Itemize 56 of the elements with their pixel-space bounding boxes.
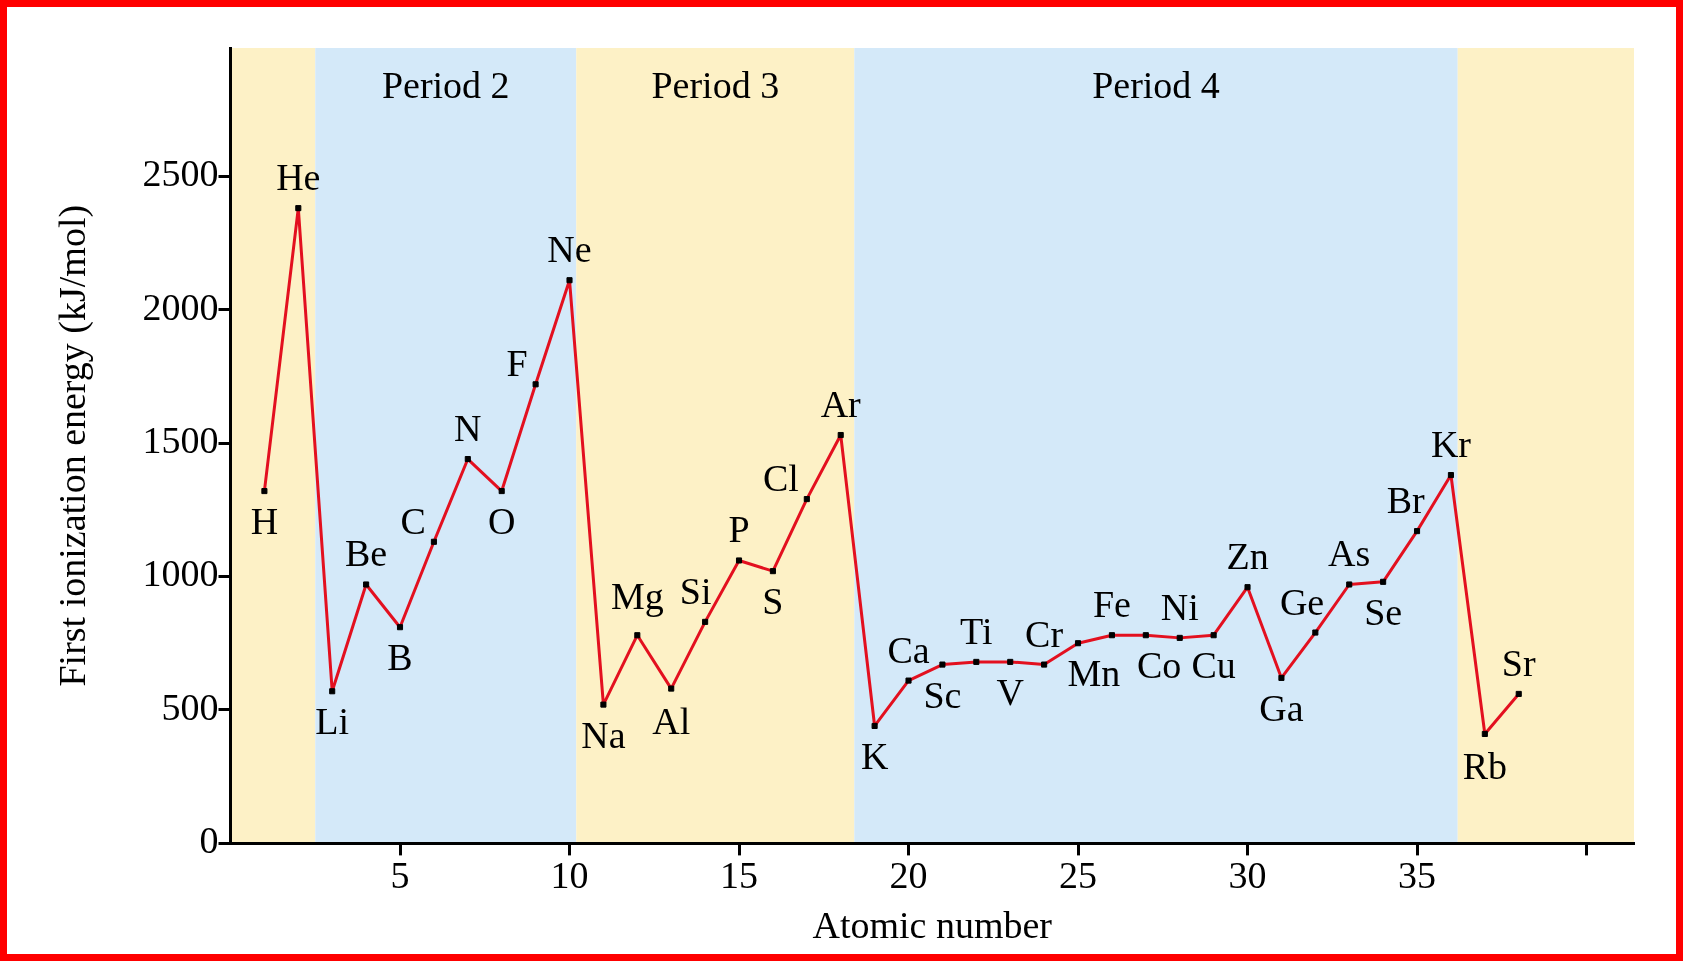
annotation: Co (1136, 644, 1182, 687)
annotation: K (860, 734, 889, 777)
band-label: Period 2 (381, 64, 510, 106)
y-axis-title: First ionization energy (kJ/mol) (50, 204, 94, 687)
annotation: N (454, 407, 482, 450)
annotation: Ge (1279, 580, 1325, 623)
annotation: H (250, 500, 279, 543)
annotation: Ni (1160, 585, 1199, 628)
annotation: Cr (1025, 612, 1064, 655)
annotation: F (506, 342, 528, 385)
annotation: Se (1364, 590, 1403, 633)
annotation: S (762, 580, 784, 623)
x-tick-label: 5 (390, 854, 410, 897)
annotation: B (387, 636, 413, 679)
annotation: Rb (1462, 744, 1508, 787)
y-tick-label: 1500 (142, 419, 219, 462)
annotation: Ne (547, 228, 592, 271)
annotation: V (996, 670, 1025, 713)
annotation: Ar (820, 383, 862, 426)
annotation: Be (344, 532, 388, 575)
annotation: Br (1386, 479, 1425, 522)
y-tick-label: 500 (161, 685, 219, 728)
annotation: Mn (1067, 652, 1121, 695)
annotation: Sr (1501, 641, 1536, 684)
x-tick-label: 15 (720, 854, 759, 897)
annotation: Cu (1191, 644, 1236, 687)
annotation: Si (679, 569, 712, 612)
annotation: He (276, 156, 321, 199)
annotation: O (487, 500, 516, 543)
band-label: Period 4 (1092, 64, 1220, 106)
x-tick-label: 35 (1398, 854, 1437, 897)
annotation: Na (581, 713, 626, 756)
y-tick-label: 1000 (142, 552, 219, 595)
annotation: Sc (923, 673, 962, 716)
annotation: Zn (1226, 535, 1269, 578)
annotation: Mg (610, 575, 664, 618)
band-label: Period 3 (651, 64, 780, 106)
annotation: Fe (1092, 583, 1131, 626)
y-tick-label: 2500 (142, 152, 219, 195)
annotation: Al (652, 699, 691, 742)
annotation: As (1328, 532, 1371, 575)
x-tick-label: 25 (1059, 854, 1098, 897)
annotation: Cl (762, 457, 799, 500)
annotation: Ca (887, 628, 930, 671)
annotation: C (400, 499, 426, 542)
annotation: Ti (960, 609, 993, 652)
y-tick-label: 2000 (142, 285, 219, 328)
annotation: Kr (1430, 423, 1472, 466)
y-tick-label: 0 (199, 819, 219, 862)
x-tick-label: 10 (550, 854, 589, 897)
x-tick-label: 20 (889, 854, 928, 897)
x-axis-title: Atomic number (812, 904, 1053, 947)
annotation: Li (315, 700, 350, 743)
annotation: P (728, 508, 750, 551)
annotation: Ga (1259, 686, 1304, 729)
x-tick-label: 30 (1228, 854, 1267, 897)
